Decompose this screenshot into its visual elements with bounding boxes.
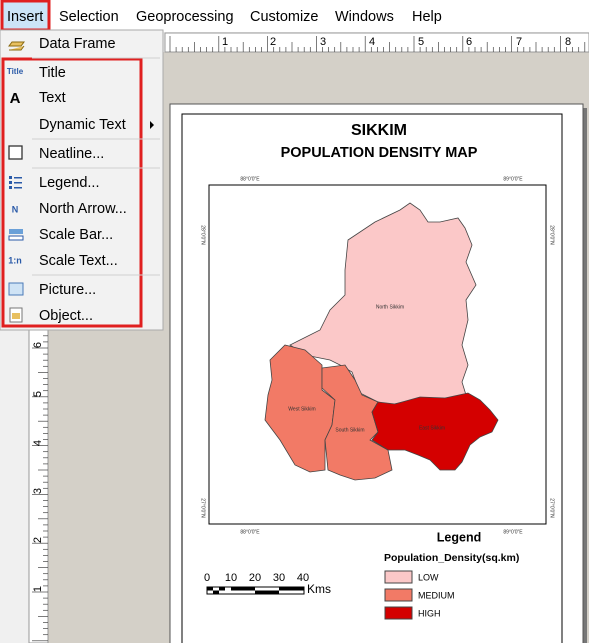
graticule-label: 27°0'0"N bbox=[200, 498, 206, 518]
menu-highlight bbox=[1, 57, 143, 328]
menu-option[interactable]: Dynamic Text bbox=[39, 117, 126, 133]
district-label: South Sikkim bbox=[335, 427, 364, 433]
legend-label: LOW bbox=[418, 572, 439, 582]
scale-label: 20 bbox=[249, 572, 261, 584]
graticule-label: 89°0'0"E bbox=[503, 176, 523, 182]
ruler-label: 3 bbox=[32, 488, 44, 494]
menu-item[interactable]: Customize bbox=[250, 9, 319, 25]
menu-item[interactable]: Windows bbox=[335, 9, 394, 25]
menu-separators bbox=[32, 57, 160, 276]
menu-option[interactable]: Data Frame bbox=[39, 36, 116, 52]
scale-label: 40 bbox=[297, 572, 309, 584]
menu-option[interactable]: North Arrow... bbox=[39, 201, 127, 217]
legend-label: HIGH bbox=[418, 608, 441, 618]
scale-label: 10 bbox=[225, 572, 237, 584]
graticule-label: 28°0'0"N bbox=[549, 225, 555, 245]
menu-item[interactable]: Help bbox=[412, 9, 442, 25]
graticule-label: 88°0'0"E bbox=[240, 529, 260, 535]
menu-option[interactable]: Object... bbox=[39, 308, 93, 324]
ruler-label: 4 bbox=[32, 440, 44, 446]
legend-heading: Legend bbox=[437, 530, 481, 544]
legend-swatch bbox=[384, 588, 413, 602]
ruler-label: 1 bbox=[222, 36, 228, 48]
district-label: West Sikkim bbox=[288, 406, 315, 412]
ruler-label: 7 bbox=[516, 36, 522, 48]
legend-field: Population_Density(sq.km) bbox=[384, 552, 519, 564]
ruler-label: 2 bbox=[270, 36, 276, 48]
menu-option[interactable]: Scale Bar... bbox=[39, 227, 113, 243]
legend-label: MEDIUM bbox=[418, 590, 455, 600]
ruler-label: 3 bbox=[320, 36, 326, 48]
district-north bbox=[289, 202, 477, 406]
district-south bbox=[321, 364, 393, 481]
graticule-label: 88°0'0"E bbox=[240, 176, 260, 182]
graticule-label: 28°0'0"N bbox=[200, 225, 206, 245]
submenu-arrow bbox=[150, 121, 154, 129]
map-title: SIKKIM bbox=[351, 122, 407, 139]
menu-option[interactable]: Neatline... bbox=[39, 146, 104, 162]
menu-option[interactable]: Title bbox=[39, 65, 66, 81]
menu-option[interactable]: Scale Text... bbox=[39, 253, 118, 269]
legend-swatch bbox=[384, 570, 413, 584]
legend-swatch bbox=[384, 606, 413, 620]
ruler-label: 6 bbox=[32, 342, 44, 348]
menu-option[interactable]: Text bbox=[39, 90, 66, 106]
ruler-label: 8 bbox=[565, 36, 571, 48]
district-label: North Sikkim bbox=[376, 304, 404, 310]
ruler-label: 5 bbox=[32, 391, 44, 397]
menu-item[interactable]: Selection bbox=[59, 9, 119, 25]
scale-label: 0 bbox=[204, 572, 210, 584]
menu-option[interactable]: Picture... bbox=[39, 282, 96, 298]
scale-unit: Kms bbox=[307, 582, 331, 596]
ruler-label: 6 bbox=[466, 36, 472, 48]
district-east bbox=[371, 392, 499, 471]
neatline bbox=[181, 113, 563, 643]
menu-icon-text: 1:n bbox=[8, 255, 22, 265]
ruler-ticks bbox=[169, 36, 586, 52]
menu-option[interactable]: Legend... bbox=[39, 175, 99, 191]
ruler-label: 1 bbox=[32, 586, 44, 592]
menu-icon-text: Title bbox=[7, 67, 24, 76]
scale-bar bbox=[206, 586, 305, 595]
map-subtitle: POPULATION DENSITY MAP bbox=[281, 145, 478, 161]
menu-item[interactable]: Insert bbox=[7, 9, 43, 25]
menu-icons bbox=[8, 41, 25, 323]
menu-bar bbox=[0, 0, 589, 32]
ruler-label: 4 bbox=[369, 36, 375, 48]
menu-item[interactable]: Geoprocessing bbox=[136, 9, 234, 25]
dropdown-menu bbox=[0, 29, 164, 331]
menu-icon-text: N bbox=[12, 204, 19, 214]
graticule-label: 89°0'0"E bbox=[503, 529, 523, 535]
top-ruler bbox=[164, 32, 589, 53]
graticule-label: 27°0'0"N bbox=[549, 498, 555, 518]
ruler-label: 2 bbox=[32, 537, 44, 543]
ruler-label: 5 bbox=[418, 36, 424, 48]
menu-icon-text: A bbox=[10, 90, 21, 107]
scale-label: 30 bbox=[273, 572, 285, 584]
district-label: East Sikkim bbox=[419, 425, 445, 431]
